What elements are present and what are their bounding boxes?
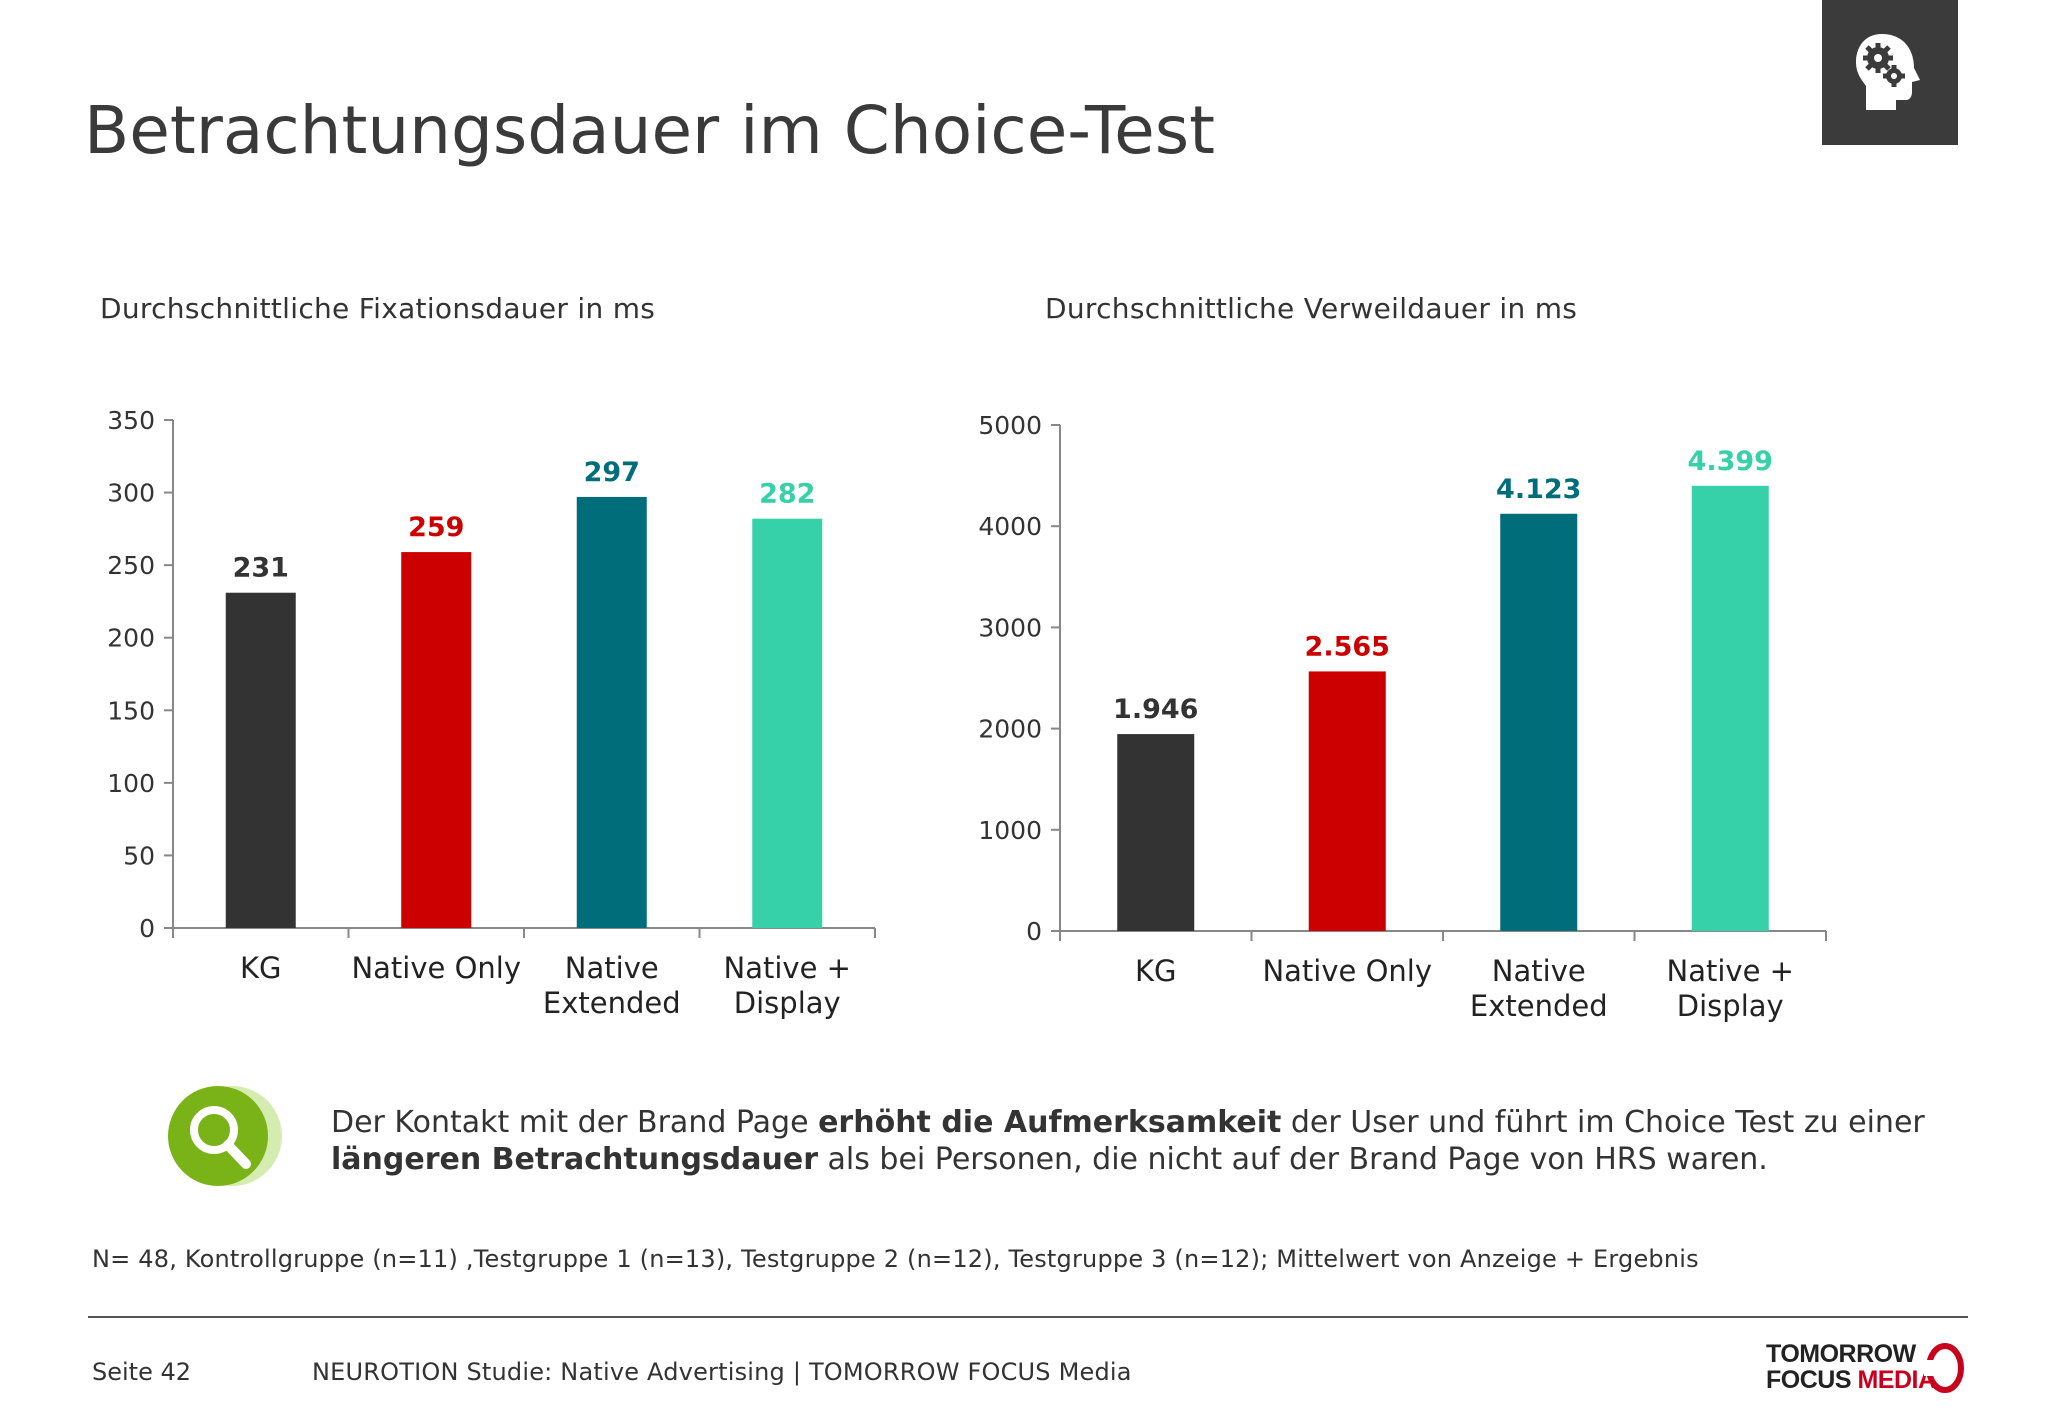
study-name: NEUROTION Studie: Native Advertising | T… (312, 1358, 1132, 1386)
chart2-y-tick-label: 4000 (978, 512, 1042, 541)
chart1-category-label: Native Only (351, 951, 521, 985)
chart2-data-label: 1.946 (1113, 694, 1198, 725)
chart2-y-tick-label: 5000 (978, 411, 1042, 440)
finding-text: Der Kontakt mit der Brand Page erhöht di… (331, 1104, 1971, 1178)
finding-part3: als bei Personen, die nicht auf der Bran… (818, 1142, 1768, 1177)
chart1-category-label: Display (734, 986, 841, 1020)
fixation-chart: 0 50 100 150 200 250 300 350 231 KG 259 Native Only… (107, 406, 876, 1020)
chart2-y-tick-label: 1000 (978, 816, 1042, 845)
chart2-data-label: 4.399 (1688, 446, 1773, 477)
chart1-data-label: 282 (759, 479, 815, 510)
chart2-data-label: 2.565 (1305, 631, 1390, 662)
chart1-y-tick-label: 300 (107, 479, 155, 508)
chart2-bar (1308, 671, 1386, 931)
chart2-subtitle: Durchschnittliche Verweildauer in ms (1045, 292, 1578, 325)
corner-badge (1822, 0, 1958, 145)
logo-ring-icon (1924, 1343, 1964, 1393)
page-title: Betrachtungsdauer im Choice-Test (84, 92, 1216, 169)
chart1-category-label: Native + (724, 951, 851, 985)
chart1-y-tick-label: 150 (107, 696, 155, 725)
chart2-data-label: 4.123 (1496, 474, 1581, 505)
chart1-category-label: Native (565, 951, 659, 985)
dwell-chart: 0 1000 2000 3000 4000 5000 1.946 KG 2.565 Native … (978, 411, 1827, 1023)
chart1-bar (225, 592, 296, 928)
chart1-y-tick-label: 100 (107, 769, 155, 798)
chart1-data-label: 259 (408, 512, 464, 543)
page-number: Seite 42 (92, 1358, 192, 1386)
chart2-category-label: Native (1492, 954, 1586, 988)
chart2-y-tick-label: 2000 (978, 715, 1042, 744)
chart1-bar (576, 496, 647, 928)
chart1-data-label: 231 (233, 553, 289, 584)
logo-media: MEDIA (1857, 1366, 1936, 1394)
chart1-subtitle: Durchschnittliche Fixationsdauer in ms (100, 292, 656, 325)
footer-divider (88, 1316, 1968, 1318)
chart1-bar (752, 518, 823, 928)
chart1-bar (401, 552, 472, 928)
chart1-category-label: Extended (543, 986, 681, 1020)
chart1-y-tick-label: 50 (123, 841, 155, 870)
chart2-category-label: Native + (1667, 954, 1794, 988)
chart2-bar (1500, 513, 1578, 931)
finding-bold1: erhöht die Aufmerksamkeit (818, 1105, 1282, 1140)
chart1-y-tick-label: 0 (139, 914, 155, 943)
tomorrow-focus-media-logo: TOMORROW FOCUS MEDIA (1766, 1340, 1966, 1402)
chart2-category-label: Extended (1470, 989, 1608, 1023)
footnote: N= 48, Kontrollgruppe (n=11) ,Testgruppe… (92, 1245, 1699, 1273)
logo-line2: FOCUS MEDIA (1766, 1368, 1936, 1393)
logo-line1: TOMORROW (1766, 1340, 1916, 1368)
head-gears-icon (1856, 34, 1920, 110)
chart1-category-label: KG (240, 951, 282, 985)
chart1-y-tick-label: 350 (107, 406, 155, 435)
chart2-bar (1117, 734, 1195, 931)
chart1-y-tick-label: 250 (107, 551, 155, 580)
chart1-data-label: 297 (584, 457, 640, 488)
chart1-y-tick-label: 200 (107, 624, 155, 653)
magnifier-icon (168, 1086, 282, 1186)
finding-part2: der User und führt im Choice Test zu ein… (1281, 1105, 1925, 1140)
finding-part1: Der Kontakt mit der Brand Page (331, 1105, 819, 1140)
chart2-category-label: KG (1135, 954, 1177, 988)
chart2-y-tick-label: 0 (1026, 917, 1042, 946)
logo-focus: FOCUS (1766, 1366, 1852, 1394)
finding-bold2: längeren Betrachtungsdauer (331, 1142, 818, 1177)
chart2-bar (1691, 485, 1769, 931)
chart2-y-tick-label: 3000 (978, 613, 1042, 642)
chart2-category-label: Display (1677, 989, 1784, 1023)
chart2-category-label: Native Only (1262, 954, 1432, 988)
